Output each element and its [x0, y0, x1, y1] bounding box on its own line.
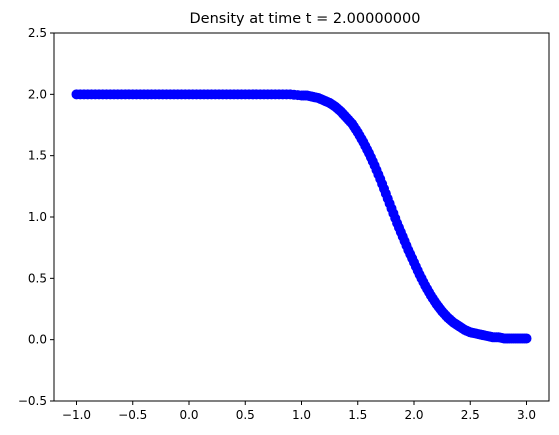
x-tick-label: 2.0 — [404, 408, 423, 422]
x-tick-label: 1.0 — [292, 408, 311, 422]
x-tick-label: 3.0 — [517, 408, 536, 422]
chart-title: Density at time t = 2.00000000 — [190, 11, 421, 27]
data-point — [521, 333, 532, 344]
y-tick-label: −0.5 — [18, 394, 47, 408]
axes-frame — [53, 32, 550, 402]
y-tick-label: 2.5 — [28, 26, 47, 40]
y-tick-label: 1.5 — [28, 149, 47, 163]
x-tick-label: 0.5 — [236, 408, 255, 422]
x-tick-label: 1.5 — [348, 408, 367, 422]
x-tick-label: −1.0 — [62, 408, 91, 422]
plot-area — [71, 89, 532, 344]
y-tick-label: 2.0 — [28, 87, 47, 101]
y-axis: −0.5 0.0 0.5 1.0 1.5 2.0 2.5 — [18, 26, 54, 408]
y-tick-label: 0.5 — [28, 271, 47, 285]
x-tick-label: 2.5 — [461, 408, 480, 422]
x-tick-label: −0.5 — [118, 408, 147, 422]
y-tick-label: 0.0 — [28, 333, 47, 347]
x-tick-label: 0.0 — [179, 408, 198, 422]
x-axis: −1.0 −0.5 0.0 0.5 1.0 1.5 2.0 2.5 3.0 — [62, 401, 536, 422]
y-tick-label: 1.0 — [28, 210, 47, 224]
